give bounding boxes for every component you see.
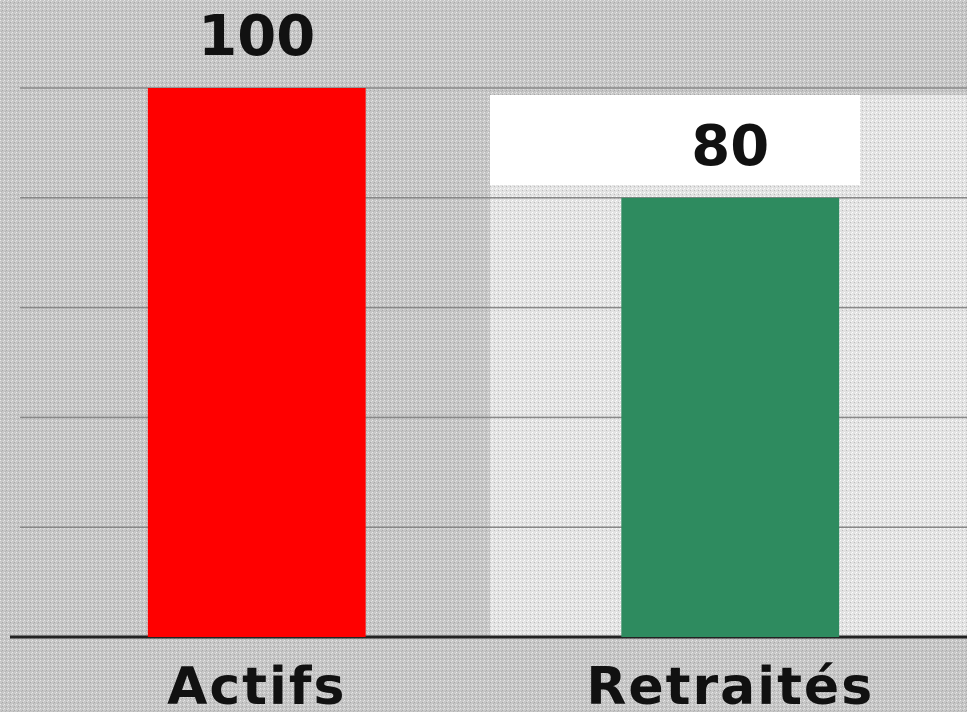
x-tick-label: Actifs bbox=[167, 657, 346, 712]
bar bbox=[147, 88, 366, 637]
value-label: 80 bbox=[691, 114, 769, 179]
x-tick-label: Retraités bbox=[586, 657, 874, 712]
value-label: 100 bbox=[198, 4, 315, 69]
label-box bbox=[490, 95, 860, 185]
bar bbox=[621, 197, 840, 638]
